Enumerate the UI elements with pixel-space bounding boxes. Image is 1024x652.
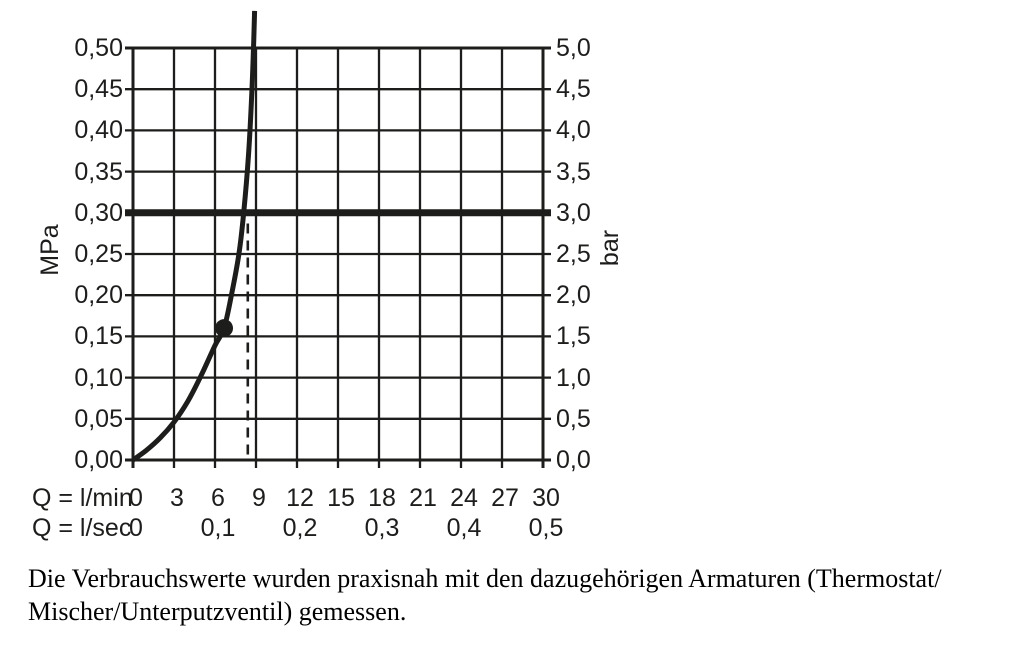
x-axis-row-label-lmin: Q = l/min — [32, 484, 133, 512]
y-left-tick-label: 0,05 — [74, 404, 123, 433]
y-left-tick-label: 0,35 — [74, 157, 123, 186]
y-right-tick-label: 3,5 — [556, 157, 591, 186]
y-right-tick-label: 0,0 — [556, 446, 591, 474]
y-left-tick-label: 0,45 — [74, 75, 123, 104]
x-lmin-tick-label: 21 — [409, 484, 437, 512]
y-right-tick-label: 1,5 — [556, 322, 591, 351]
marker-dot — [215, 319, 234, 338]
y-right-tick-label: 4,5 — [556, 75, 591, 104]
x-lsec-tick-label: 0,5 — [528, 514, 564, 542]
y-right-tick-label: 5,0 — [556, 34, 591, 62]
x-lmin-tick-label: 15 — [327, 484, 355, 512]
y-right-tick-label: 0,5 — [556, 404, 591, 433]
x-lsec-tick-label: 0,2 — [282, 514, 318, 542]
x-lsec-tick-label: 0,3 — [364, 514, 400, 542]
caption-line-1: Die Verbrauchswerte wurden praxisnah mit… — [28, 564, 942, 593]
x-lmin-tick-label: 27 — [491, 484, 519, 512]
y-right-tick-label: 4,0 — [556, 116, 591, 145]
y-left-tick-label: 0,30 — [74, 198, 123, 227]
y-left-tick-label: 0,10 — [74, 363, 123, 392]
y-left-tick-label: 0,25 — [74, 240, 123, 268]
y-left-tick-label: 0,40 — [74, 116, 123, 145]
x-lmin-tick-label: 24 — [450, 484, 478, 512]
x-lmin-tick-label: 0 — [129, 484, 143, 512]
x-axis-row-label-lsec: Q = l/sec — [32, 514, 132, 542]
y-right-tick-label: 2,5 — [556, 240, 591, 268]
y-right-tick-label: 2,0 — [556, 281, 591, 310]
y-left-tick-label: 0,00 — [74, 446, 123, 474]
x-lmin-tick-label: 6 — [211, 484, 225, 512]
y-left-tick-label: 0,15 — [74, 322, 123, 351]
x-lmin-tick-label: 30 — [532, 484, 560, 512]
x-lsec-tick-label: 0,4 — [446, 514, 482, 542]
y-left-tick-label: 0,20 — [74, 281, 123, 310]
x-lmin-tick-label: 18 — [368, 484, 396, 512]
y-right-tick-label: 3,0 — [556, 198, 591, 227]
y-left-tick-label: 0,50 — [74, 34, 123, 62]
x-lmin-tick-label: 9 — [252, 484, 266, 512]
caption-line-2: Mischer/Unterputzventil) gemessen. — [28, 597, 407, 626]
y-right-tick-label: 1,0 — [556, 363, 591, 392]
x-lmin-tick-label: 3 — [170, 484, 184, 512]
x-lsec-tick-label: 0,1 — [200, 514, 236, 542]
x-lmin-tick-label: 12 — [286, 484, 314, 512]
x-lsec-tick-label: 0 — [129, 514, 143, 542]
caption: Die Verbrauchswerte wurden praxisnah mit… — [28, 562, 968, 628]
